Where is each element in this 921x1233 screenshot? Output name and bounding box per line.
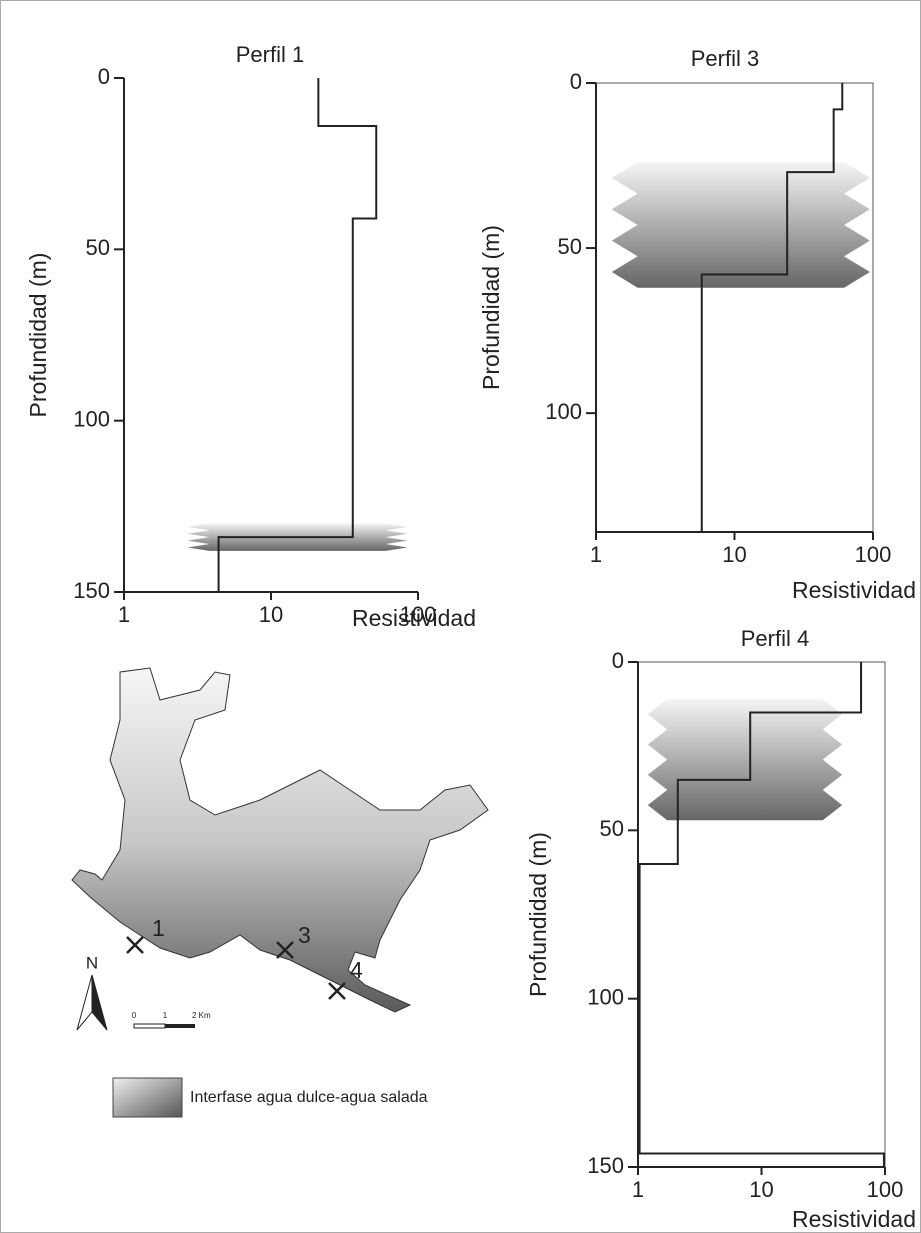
profile-line [217,78,378,592]
x-tick-label: 1 [590,542,602,567]
y-axis-label: Profundidad (m) [525,832,551,997]
scale-label: 2 Km [192,1011,211,1020]
scale-label: 0 [132,1011,137,1020]
north-label: N [86,953,98,972]
site-marker [328,982,346,1000]
x-tick-label: 1 [118,602,130,627]
site-label: 1 [152,915,165,941]
site-label: 4 [350,957,363,983]
north-arrow [91,974,108,1031]
y-tick-label: 0 [98,64,110,89]
map: 1 3 4 N 0 1 2 Km [71,667,489,1031]
y-tick-label: 100 [545,399,582,424]
legend-swatch [112,1077,183,1118]
y-tick-label: 50 [600,816,624,841]
x-tick-label: 10 [259,602,283,627]
y-axis-label: Profundidad (m) [25,253,51,418]
chart-title: Perfil 1 [236,42,304,67]
chart-title: Perfil 3 [691,46,759,71]
y-tick-label: 0 [612,648,624,673]
site-label: 3 [298,922,311,948]
x-axis-label: Resistividad [352,605,476,631]
site-marker [276,941,294,959]
x-tick-label: 100 [400,602,437,627]
y-tick-label: 0 [570,69,582,94]
legend-label: Interfase agua dulce-agua salada [190,1089,428,1106]
x-axis-label: Resistividad [792,1206,916,1232]
chart-title: Perfil 4 [741,626,809,651]
x-tick-label: 10 [722,542,746,567]
site-marker [126,936,144,954]
y-tick-label: 100 [73,406,110,431]
y-tick-label: 150 [587,1153,624,1178]
y-tick-label: 150 [73,578,110,603]
y-tick-label: 50 [558,234,582,259]
interface-band [611,162,870,288]
scale-label: 1 [163,1011,168,1020]
x-tick-label: 10 [749,1177,773,1202]
profile-line [700,83,844,532]
x-tick-label: 1 [632,1177,644,1202]
legend: Interfase agua dulce-agua salada [112,1077,428,1118]
scale-bar [133,1023,166,1029]
x-axis-label: Resistividad [792,577,916,603]
y-axis-label: Profundidad (m) [478,225,504,390]
x-tick-label: 100 [867,1177,904,1202]
y-tick-label: 50 [86,235,110,260]
profile-line [638,662,885,1167]
map-outline [71,667,489,1013]
interface-band [647,699,843,821]
scale-bar [165,1024,195,1028]
y-tick-label: 100 [587,984,624,1009]
x-tick-label: 100 [855,542,892,567]
